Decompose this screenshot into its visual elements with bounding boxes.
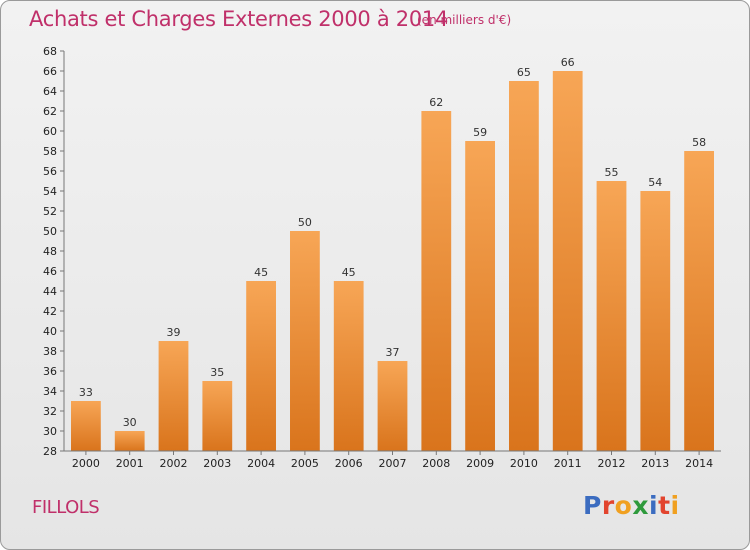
bars: 33 30 39 35 45 50 45 37 62 59 65 66 55 54 58: [71, 56, 714, 451]
y-tick-label: 62: [43, 105, 57, 118]
x-tick-label: 2001: [116, 457, 144, 470]
bar-value-label: 45: [342, 266, 356, 279]
bar: [640, 191, 671, 451]
x-tick-label: 2008: [422, 457, 450, 470]
bar-value-label: 37: [386, 346, 400, 359]
y-tick-label: 66: [43, 65, 57, 78]
bar: [509, 81, 539, 451]
bar-value-label: 62: [429, 96, 443, 109]
y-tick-label: 44: [43, 285, 57, 298]
y-tick-label: 60: [43, 125, 57, 138]
x-tick-label: 2011: [554, 457, 582, 470]
bar: [71, 401, 101, 451]
y-tick-label: 52: [43, 205, 57, 218]
x-tick-label: 2013: [641, 457, 669, 470]
bar: [684, 151, 714, 451]
x-tick-label: 2010: [510, 457, 538, 470]
bar: [246, 281, 276, 451]
bar: [290, 231, 320, 451]
y-tick-label: 34: [43, 385, 57, 398]
x-tick-label: 2012: [598, 457, 626, 470]
bar: [596, 181, 627, 451]
proxiti-logo: Proxiti: [583, 491, 680, 520]
y-tick-label: 38: [43, 345, 57, 358]
y-tick-label: 28: [43, 445, 57, 458]
logo-letter: o: [614, 491, 633, 520]
y-axis: 28 30 32 34 36 38 40 42 44 46 48 50 52 54 56 58 60 62 64 66…: [43, 45, 65, 458]
y-tick-label: 42: [43, 305, 57, 318]
logo-letter: i: [670, 491, 680, 520]
commune-name: FILLOLS: [32, 497, 100, 518]
y-tick-label: 46: [43, 265, 57, 278]
x-axis: 2000 2001 2002 2003 2004 2005 2006 2007 2008 2009…: [64, 450, 721, 470]
y-tick-label: 48: [43, 245, 57, 258]
y-tick-label: 68: [43, 45, 57, 58]
logo-letter: x: [632, 491, 649, 520]
bar: [202, 381, 233, 451]
y-tick-label: 58: [43, 145, 57, 158]
x-tick-label: 2004: [247, 457, 275, 470]
logo-letter: i: [649, 491, 659, 520]
bar-value-label: 39: [167, 326, 181, 339]
chart-unit: (en milliers d'€): [417, 13, 512, 27]
x-tick-label: 2006: [335, 457, 363, 470]
chart-title: Achats et Charges Externes 2000 à 2014: [29, 7, 449, 31]
x-tick-label: 2014: [685, 457, 713, 470]
bar: [465, 141, 495, 451]
bar-value-label: 35: [210, 366, 224, 379]
bar-value-label: 30: [123, 416, 137, 429]
y-tick-label: 40: [43, 325, 57, 338]
logo-letter: r: [601, 491, 615, 520]
bar: [421, 111, 452, 451]
y-tick-label: 56: [43, 165, 57, 178]
y-tick-label: 50: [43, 225, 57, 238]
y-tick-label: 30: [43, 425, 57, 438]
y-tick-label: 32: [43, 405, 57, 418]
bar-value-label: 59: [473, 126, 487, 139]
bar-value-label: 33: [79, 386, 93, 399]
x-tick-label: 2005: [291, 457, 319, 470]
x-tick-label: 2007: [379, 457, 407, 470]
bar-value-label: 50: [298, 216, 312, 229]
bar: [158, 341, 189, 451]
x-tick-label: 2002: [160, 457, 188, 470]
bar: [333, 281, 364, 451]
bar-value-label: 65: [517, 66, 531, 79]
bar-value-label: 45: [254, 266, 268, 279]
bar-value-label: 54: [648, 176, 662, 189]
x-tick-label: 2009: [466, 457, 494, 470]
logo-letter: P: [583, 491, 602, 520]
bar-value-label: 55: [605, 166, 619, 179]
bar: [114, 431, 145, 451]
y-tick-label: 36: [43, 365, 57, 378]
y-tick-label: 54: [43, 185, 57, 198]
bar: [552, 71, 583, 451]
x-tick-label: 2003: [203, 457, 231, 470]
logo-letter: t: [658, 491, 671, 520]
x-tick-label: 2000: [72, 457, 100, 470]
bar-value-label: 66: [561, 56, 575, 69]
bar-value-label: 58: [692, 136, 706, 149]
y-tick-label: 64: [43, 85, 57, 98]
bar: [377, 361, 408, 451]
